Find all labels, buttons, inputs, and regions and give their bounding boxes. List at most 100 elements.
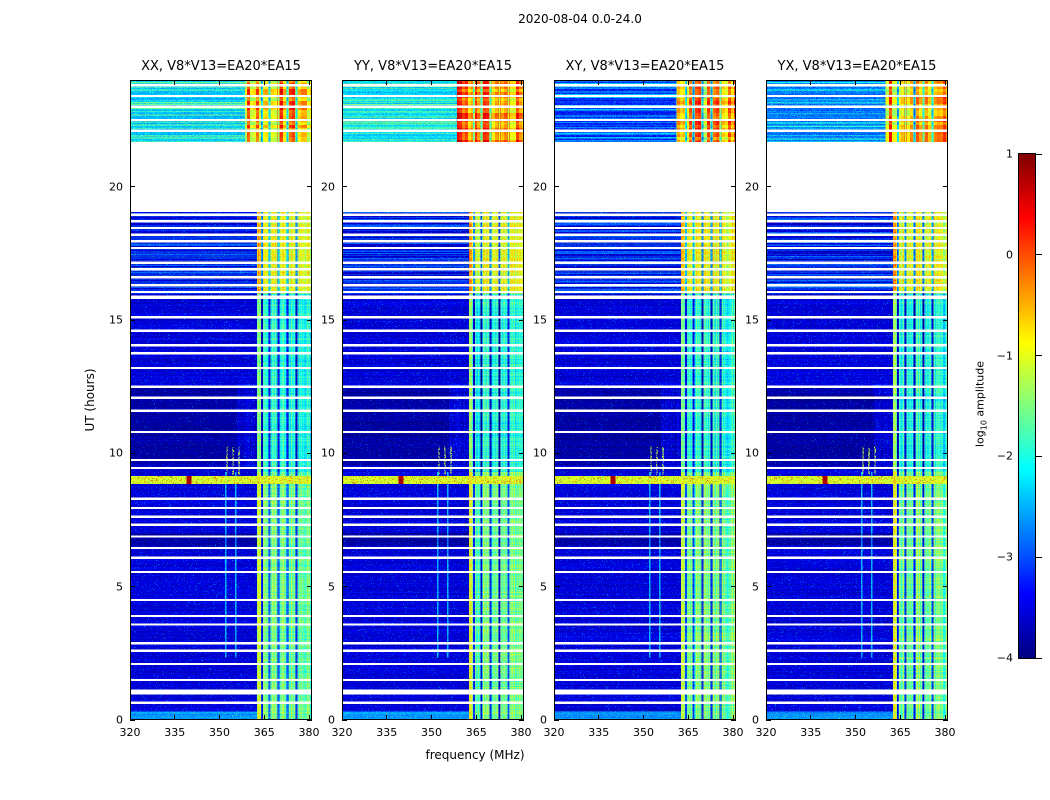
colorbar-canvas: [1019, 154, 1035, 658]
x-tick-mark: [553, 715, 555, 720]
colorbar-tick-mark: [1036, 355, 1042, 357]
y-tick-mark: [766, 186, 771, 188]
y-tick-mark: [943, 586, 948, 588]
x-tick-label: 365: [253, 726, 275, 739]
y-tick-label: 5: [752, 580, 759, 594]
x-tick-label: 335: [164, 726, 186, 739]
x-tick-mark: [643, 715, 644, 720]
y-tick-label: 10: [533, 446, 547, 460]
spectrogram-canvas: [554, 80, 736, 720]
y-tick-mark: [342, 452, 347, 454]
y-tick-mark: [519, 452, 524, 454]
y-tick-mark: [307, 319, 312, 321]
spectrogram-canvas: [342, 80, 524, 720]
colorbar: 1 0 −1 −2 −3 −4: [997, 148, 1042, 665]
colorbar-tick-mark: [1036, 556, 1042, 558]
x-tick-mark: [219, 80, 220, 85]
y-tick-label: 10: [109, 446, 123, 460]
x-tick-mark: [598, 715, 600, 720]
x-tick-mark: [219, 715, 220, 720]
x-tick-mark: [386, 80, 388, 85]
x-tick-mark: [810, 715, 812, 720]
y-tick-label: 0: [116, 713, 123, 727]
y-tick-mark: [130, 186, 135, 188]
x-tick-label: 350: [421, 726, 442, 739]
y-tick-label: 5: [540, 580, 547, 594]
x-tick-label: 350: [209, 726, 230, 739]
y-tick-mark: [554, 719, 559, 721]
y-tick-mark: [342, 186, 347, 188]
x-tick-mark: [855, 80, 856, 85]
x-tick-mark: [308, 80, 310, 85]
spectrogram-panel-yy: YY, V8*V13=EA20*EA15 0 5 10 15 20 320 335 350 365…: [321, 59, 532, 739]
y-tick-mark: [307, 719, 312, 721]
x-tick-mark: [855, 715, 856, 720]
x-tick-mark: [810, 80, 812, 85]
colorbar-tick-label: 0: [1006, 248, 1013, 262]
x-tick-mark: [386, 715, 388, 720]
x-tick-mark: [687, 715, 689, 720]
x-tick-mark: [129, 715, 131, 720]
y-tick-mark: [519, 186, 524, 188]
colorbar-tick-label: −2: [996, 449, 1013, 463]
x-tick-mark: [765, 80, 767, 85]
y-tick-label: 0: [540, 713, 547, 727]
x-tick-label: 380: [298, 726, 320, 739]
colorbar-tick-label: −1: [996, 349, 1013, 363]
x-tick-label: 380: [722, 726, 744, 739]
y-tick-label: 15: [109, 313, 123, 327]
y-tick-mark: [554, 186, 559, 188]
y-tick-mark: [766, 586, 771, 588]
y-tick-mark: [943, 319, 948, 321]
x-tick-mark: [129, 80, 131, 85]
x-tick-mark: [308, 715, 310, 720]
colorbar-label: log10 amplitude: [973, 361, 988, 447]
y-tick-mark: [519, 319, 524, 321]
spectrogram-canvas: [766, 80, 948, 720]
y-tick-label: 20: [533, 180, 547, 194]
x-tick-label: 335: [800, 726, 822, 739]
x-tick-mark: [520, 715, 522, 720]
y-tick-mark: [307, 586, 312, 588]
y-tick-mark: [554, 319, 559, 321]
x-tick-mark: [263, 715, 265, 720]
axes-frame: [766, 80, 948, 720]
y-tick-mark: [130, 319, 135, 321]
x-tick-mark: [174, 80, 176, 85]
x-tick-mark: [475, 715, 477, 720]
x-tick-mark: [475, 80, 477, 85]
x-tick-label: 320: [331, 726, 353, 739]
y-tick-mark: [519, 586, 524, 588]
x-tick-mark: [341, 80, 343, 85]
figure-title: 2020-08-04 0.0-24.0: [518, 12, 642, 26]
x-tick-label: 320: [543, 726, 565, 739]
x-tick-mark: [263, 80, 265, 85]
y-tick-label: 20: [109, 180, 123, 194]
y-tick-mark: [554, 452, 559, 454]
x-tick-mark: [341, 715, 343, 720]
y-tick-mark: [766, 319, 771, 321]
y-tick-label: 15: [533, 313, 547, 327]
panel-title: XX, V8*V13=EA20*EA15: [141, 59, 301, 74]
x-tick-label: 380: [510, 726, 532, 739]
colorbar-label-post: amplitude: [973, 360, 987, 421]
y-tick-mark: [130, 452, 135, 454]
x-axis-label: frequency (MHz): [425, 748, 525, 762]
x-tick-label: 350: [845, 726, 866, 739]
panel-title: XY, V8*V13=EA20*EA15: [565, 59, 725, 74]
spectrogram-panel-xx: XX, V8*V13=EA20*EA15 0 5 10 15 20 320 335 350 365…: [109, 59, 320, 739]
colorbar-label-pre: log: [973, 430, 987, 448]
y-tick-mark: [731, 452, 736, 454]
x-tick-label: 350: [633, 726, 654, 739]
y-tick-mark: [307, 186, 312, 188]
x-tick-mark: [174, 715, 176, 720]
colorbar-tick-mark: [1036, 254, 1042, 256]
spectrogram-panel-xy: XY, V8*V13=EA20*EA15 0 5 10 15 20 320 335 350 365…: [533, 59, 744, 739]
colorbar-tick-mark: [1036, 657, 1042, 659]
y-tick-label: 5: [328, 580, 335, 594]
x-tick-label: 365: [677, 726, 699, 739]
colorbar-tick-mark: [1036, 153, 1042, 155]
y-tick-label: 0: [328, 713, 335, 727]
x-tick-mark: [643, 80, 644, 85]
